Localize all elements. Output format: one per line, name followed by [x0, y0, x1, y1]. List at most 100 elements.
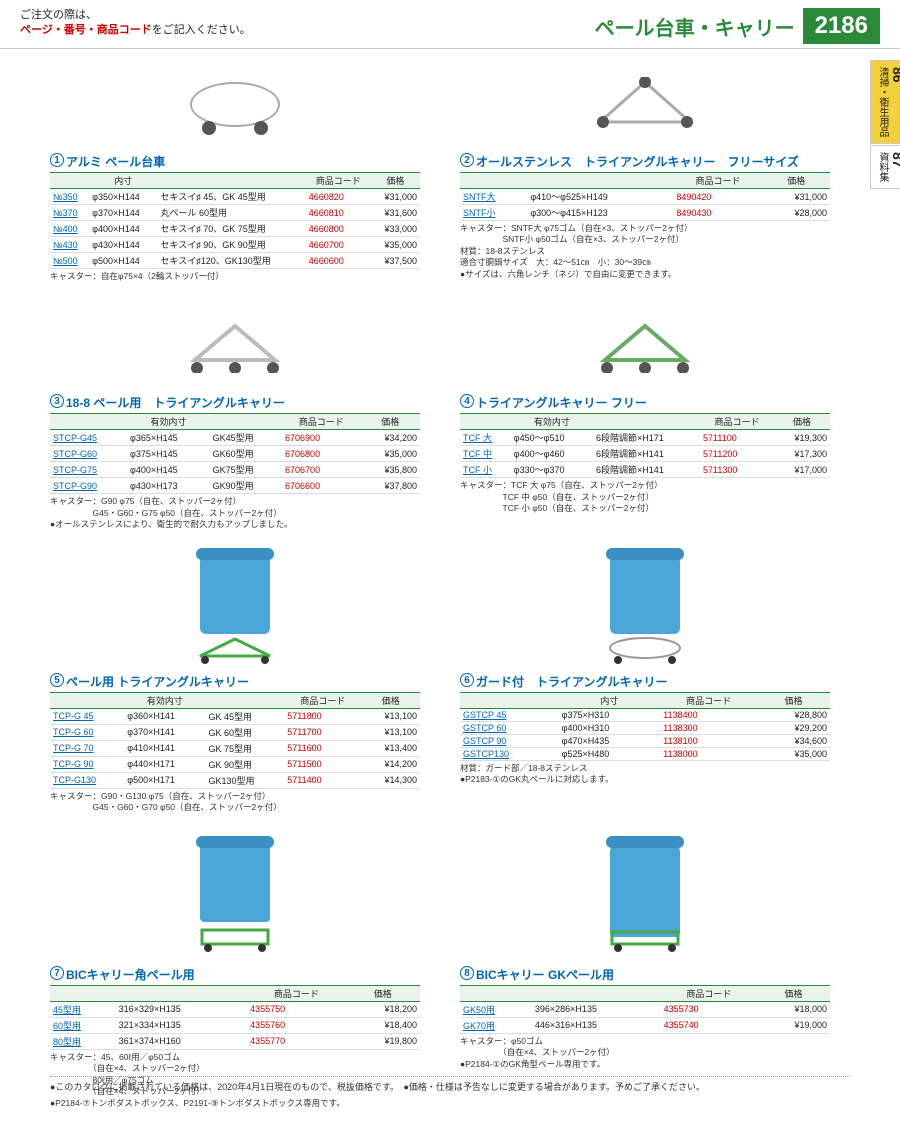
table-cell: ¥18,200: [346, 1001, 420, 1017]
page-footer: ●このカタログに掲載されている価格は、2020年4月1日現在のもので、税抜価格で…: [50, 1076, 850, 1093]
table-cell: TCP-G 60: [50, 724, 124, 740]
side-tab-87[interactable]: 87 資料集: [870, 145, 900, 189]
order-notice: ご注文の際は、 ページ・番号・商品コードをご記入ください。: [20, 8, 251, 39]
table-row: GK50用396×286×H1354355730¥18,000: [460, 1001, 830, 1017]
table-cell: GK60型用: [210, 446, 282, 462]
product-number: 7: [50, 966, 64, 980]
table-cell: 45型用: [50, 1001, 116, 1017]
product-name: 18-8 ペール用 トライアングルキャリー: [66, 394, 285, 411]
table-cell: 4660820: [306, 189, 371, 205]
table-cell: 4355740: [661, 1017, 757, 1033]
table-cell: GK50用: [460, 1001, 532, 1017]
table-cell: GK 45型用: [205, 708, 284, 724]
table-header: [460, 173, 527, 189]
product-number: 5: [50, 673, 64, 687]
table-cell: GK 90型用: [205, 756, 284, 772]
table-row: №370φ370×H144丸ペール 60型用4660810¥31,600: [50, 205, 420, 221]
table-cell: 396×286×H135: [532, 1001, 661, 1017]
table-cell: TCP-G130: [50, 772, 124, 788]
table-cell: STCP-G60: [50, 446, 127, 462]
title-block: ペール台車・キャリー 2186: [595, 8, 880, 44]
table-cell: GSTCP 90: [460, 734, 559, 747]
table-cell: ¥13,400: [362, 740, 420, 756]
product-table: 有効内寸商品コード価格TCP-G 45φ360×H141GK 45型用57118…: [50, 692, 420, 789]
table-cell: φ375×H310: [559, 708, 661, 721]
table-cell: ¥31,600: [371, 205, 420, 221]
table-cell: φ500×H171: [124, 772, 205, 788]
table-header: 商品コード: [306, 173, 371, 189]
table-cell: 446×316×H135: [532, 1017, 661, 1033]
table-header: 商品コード: [247, 985, 345, 1001]
table-cell: ¥35,000: [371, 237, 420, 253]
table-row: STCP-G75φ400×H145GK75型用6706700¥35,800: [50, 462, 420, 478]
table-header: 有効内寸: [127, 414, 210, 430]
side-tab-86[interactable]: 86 清掃・衛生用品: [870, 60, 900, 144]
product-notes: 材質：ガード部／18-8ステンレス ●P2183-①のGK丸ペールに対応します。: [460, 763, 830, 786]
table-header: [527, 173, 673, 189]
product-notes: キャスター：G90 φ75（自在、ストッパー2ヶ付） G45・G60・G75 φ…: [50, 496, 420, 530]
table-row: SNTF大φ410～φ525×H1498490420¥31,000: [460, 189, 830, 205]
table-cell: 6段階調節×H171: [593, 430, 700, 446]
table-cell: φ400×H145: [127, 462, 210, 478]
table-cell: 5711200: [700, 446, 774, 462]
product-name: アルミ ペール台車: [66, 153, 165, 170]
product-title: 6ガード付 トライアングルキャリー: [460, 673, 830, 690]
table-header: 商品コード: [673, 173, 762, 189]
table-row: TCP-G 60φ370×H141GK 60型用5711700¥13,100: [50, 724, 420, 740]
table-cell: 8490430: [673, 205, 762, 221]
table-header: 商品コード: [661, 985, 757, 1001]
table-cell: φ470×H435: [559, 734, 661, 747]
table-cell: ¥14,300: [362, 772, 420, 788]
table-cell: ¥17,000: [774, 462, 830, 478]
table-cell: 5711700: [284, 724, 361, 740]
table-cell: ¥34,200: [361, 430, 420, 446]
product-name: BICキャリー GKペール用: [476, 966, 614, 983]
table-cell: セキスイ♯ 90、GK 90型用: [157, 237, 305, 253]
table-cell: 4355730: [661, 1001, 757, 1017]
product-number: 3: [50, 394, 64, 408]
table-cell: φ410×H141: [124, 740, 205, 756]
order-note-line1: ご注文の際は、: [20, 9, 97, 21]
table-header: 価格: [774, 414, 830, 430]
table-cell: №430: [50, 237, 89, 253]
table-row: TCP-G130φ500×H171GK130型用5711400¥14,300: [50, 772, 420, 788]
table-cell: ¥37,800: [361, 478, 420, 494]
table-row: STCP-G90φ430×H173GK90型用6706600¥37,800: [50, 478, 420, 494]
table-cell: 5711400: [284, 772, 361, 788]
table-header: 商品コード: [660, 692, 757, 708]
table-cell: φ400～φ460: [511, 446, 593, 462]
table-header: [50, 985, 116, 1001]
table-header: [50, 414, 127, 430]
product-name: オールステンレス トライアングルキャリー フリーサイズ: [476, 153, 799, 170]
table-cell: TCP-G 45: [50, 708, 124, 724]
table-cell: №500: [50, 253, 89, 269]
table-cell: SNTF大: [460, 189, 527, 205]
table-cell: GK130型用: [205, 772, 284, 788]
product-table: 有効内寸商品コード価格STCP-G45φ365×H145GK45型用670690…: [50, 413, 420, 494]
product-notes: キャスター：自在φ75×4（2輪ストッパー付）: [50, 271, 420, 282]
side-tabs: 86 清掃・衛生用品 87 資料集: [870, 60, 900, 190]
table-cell: 6706700: [282, 462, 361, 478]
table-row: GSTCP 60φ400×H3101138300¥29,200: [460, 721, 830, 734]
table-header: [460, 414, 511, 430]
table-cell: ¥19,800: [346, 1033, 420, 1049]
table-cell: ¥29,200: [757, 721, 830, 734]
product-8: 8BICキャリー GKペール用商品コード価格GK50用396×286×H1354…: [460, 832, 830, 1109]
table-row: №500φ500×H144セキスイ♯120、GK130型用4660600¥37,…: [50, 253, 420, 269]
table-cell: 1138100: [660, 734, 757, 747]
product-table: 内寸商品コード価格№350φ350×H144セキスイ♯ 45、GK 45型用46…: [50, 172, 420, 269]
product-notes: キャスター：SNTF大 φ75ゴム（自在×3、ストッパー2ヶ付） SNTF小 φ…: [460, 223, 830, 280]
table-header: 価格: [361, 414, 420, 430]
product-table: 商品コード価格SNTF大φ410～φ525×H1498490420¥31,000…: [460, 172, 830, 221]
table-cell: STCP-G45: [50, 430, 127, 446]
table-cell: ¥35,800: [361, 462, 420, 478]
table-cell: ¥28,800: [757, 708, 830, 721]
table-cell: φ525×H480: [559, 747, 661, 760]
table-cell: №350: [50, 189, 89, 205]
table-cell: 6706900: [282, 430, 361, 446]
table-row: TCP-G 90φ440×H171GK 90型用5711500¥14,200: [50, 756, 420, 772]
table-row: TCF 小φ330～φ3706段階調節×H1415711300¥17,000: [460, 462, 830, 478]
table-header: 内寸: [89, 173, 157, 189]
table-header: [532, 985, 661, 1001]
product-6: 6ガード付 トライアングルキャリー内寸商品コード価格GSTCP 45φ375×H…: [460, 549, 830, 814]
